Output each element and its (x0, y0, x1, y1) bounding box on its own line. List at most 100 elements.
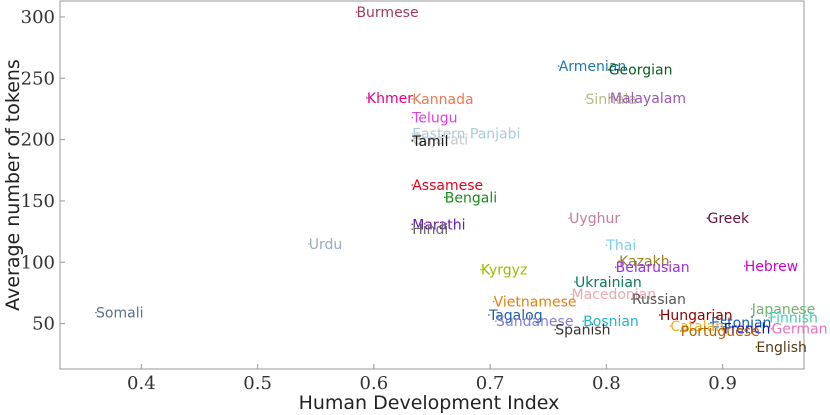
x-tick-label: 0.5 (243, 373, 272, 394)
x-axis-label: Human Development Index (299, 392, 560, 414)
point-label: Belarusian (616, 260, 690, 276)
data-point (492, 300, 495, 303)
data-point (710, 321, 712, 324)
point-label: Ukrainian (575, 275, 642, 291)
point-label: Uyghur (569, 211, 620, 227)
data-point (411, 184, 414, 186)
point-label: Marathi (412, 217, 465, 233)
point-label: Tagalog (488, 308, 543, 324)
data-point (411, 132, 414, 135)
data-point (618, 260, 620, 262)
data-point (614, 266, 617, 268)
data-point (574, 281, 576, 283)
point-label: Sundanese (496, 314, 574, 330)
y-tick-label: 100 (21, 252, 55, 273)
y-axis-label: Average number of tokens (2, 59, 24, 311)
point-label: Hindi (412, 222, 448, 238)
point-label: Tamil (411, 134, 448, 150)
data-point (679, 330, 682, 332)
y-tick-label: 250 (21, 68, 55, 89)
data-point (488, 314, 490, 316)
point-label: Kannada (412, 92, 473, 108)
data-point (366, 97, 368, 99)
data-point (554, 328, 557, 331)
point-label: Catalan (670, 319, 724, 335)
point-label: Vietnamese (494, 295, 577, 311)
point-label: Gujarati (412, 133, 468, 149)
point-label: Estonian (711, 315, 771, 331)
point-label: Finnish (769, 310, 818, 326)
point-label: Assamese (412, 178, 483, 194)
data-point (95, 311, 97, 314)
point-label: Japanese (751, 302, 816, 318)
x-tick-label: 0.7 (476, 373, 505, 394)
data-point (605, 244, 608, 246)
point-label: Bengali (445, 190, 497, 206)
data-point (706, 217, 709, 219)
data-point (607, 68, 610, 71)
y-axis-ticks: 50 100 150 200 250 300 (21, 7, 65, 335)
point-label: Somali (96, 306, 143, 322)
point-label: Spanish (555, 323, 610, 339)
data-point (722, 327, 725, 330)
data-point (480, 268, 482, 271)
point-label: Burmese (356, 5, 418, 21)
point-label: French (724, 322, 771, 338)
data-point (557, 65, 560, 67)
x-tick-label: 0.6 (360, 373, 389, 394)
data-point (609, 97, 611, 99)
data-point (755, 346, 758, 348)
point-label: English (756, 340, 807, 356)
data-point (768, 316, 770, 319)
data-point (743, 265, 746, 267)
data-point (443, 196, 446, 199)
data-point (411, 116, 414, 119)
data-point (570, 293, 573, 295)
x-axis-ticks: 0.4 0.5 0.6 0.7 0.8 0.9 (127, 364, 737, 394)
point-label: Urdu (309, 237, 343, 253)
x-tick-label: 0.8 (592, 373, 621, 394)
point-label: Malayalam (610, 91, 686, 107)
data-point (750, 308, 753, 310)
point-label: Sinhala (585, 92, 637, 108)
point-label: Hebrew (745, 259, 799, 275)
data-point (584, 98, 587, 100)
data-point (411, 228, 414, 230)
x-tick-label: 0.9 (708, 373, 737, 394)
point-label: Greek (708, 211, 751, 227)
data-point (659, 314, 661, 316)
data-point (770, 327, 773, 330)
point-label: Thai (605, 238, 636, 254)
point-label: Bosnian (583, 314, 639, 330)
data-point (495, 320, 497, 322)
point-label: Telugu (411, 111, 457, 127)
point-label: Kyrgyz (481, 263, 527, 279)
y-tick-label: 150 (21, 191, 55, 212)
data-point (669, 325, 672, 327)
y-tick-label: 200 (21, 130, 55, 151)
y-tick-label: 300 (21, 7, 55, 28)
point-label: Khmer (367, 91, 413, 107)
point-label: Eastern Panjabi (412, 126, 520, 142)
data-point (411, 140, 414, 142)
x-tick-label: 0.4 (127, 373, 156, 394)
point-label: Hungarian (660, 308, 733, 324)
data-point (355, 11, 358, 13)
data-point (307, 243, 310, 245)
data-point (631, 298, 633, 300)
plot-frame (59, 0, 805, 370)
data-point (411, 223, 414, 226)
data-point (568, 217, 570, 219)
data-point (582, 320, 584, 322)
point-label: Georgian (609, 63, 673, 79)
point-label: Armenian (559, 59, 627, 75)
data-point (411, 98, 414, 100)
point-label: German (771, 322, 827, 338)
y-tick-label: 50 (32, 314, 55, 335)
point-label: Kazakh (619, 254, 669, 270)
data-point (411, 138, 414, 141)
point-label: Macedonian (572, 287, 657, 303)
point-label: Portuguese (681, 324, 760, 340)
